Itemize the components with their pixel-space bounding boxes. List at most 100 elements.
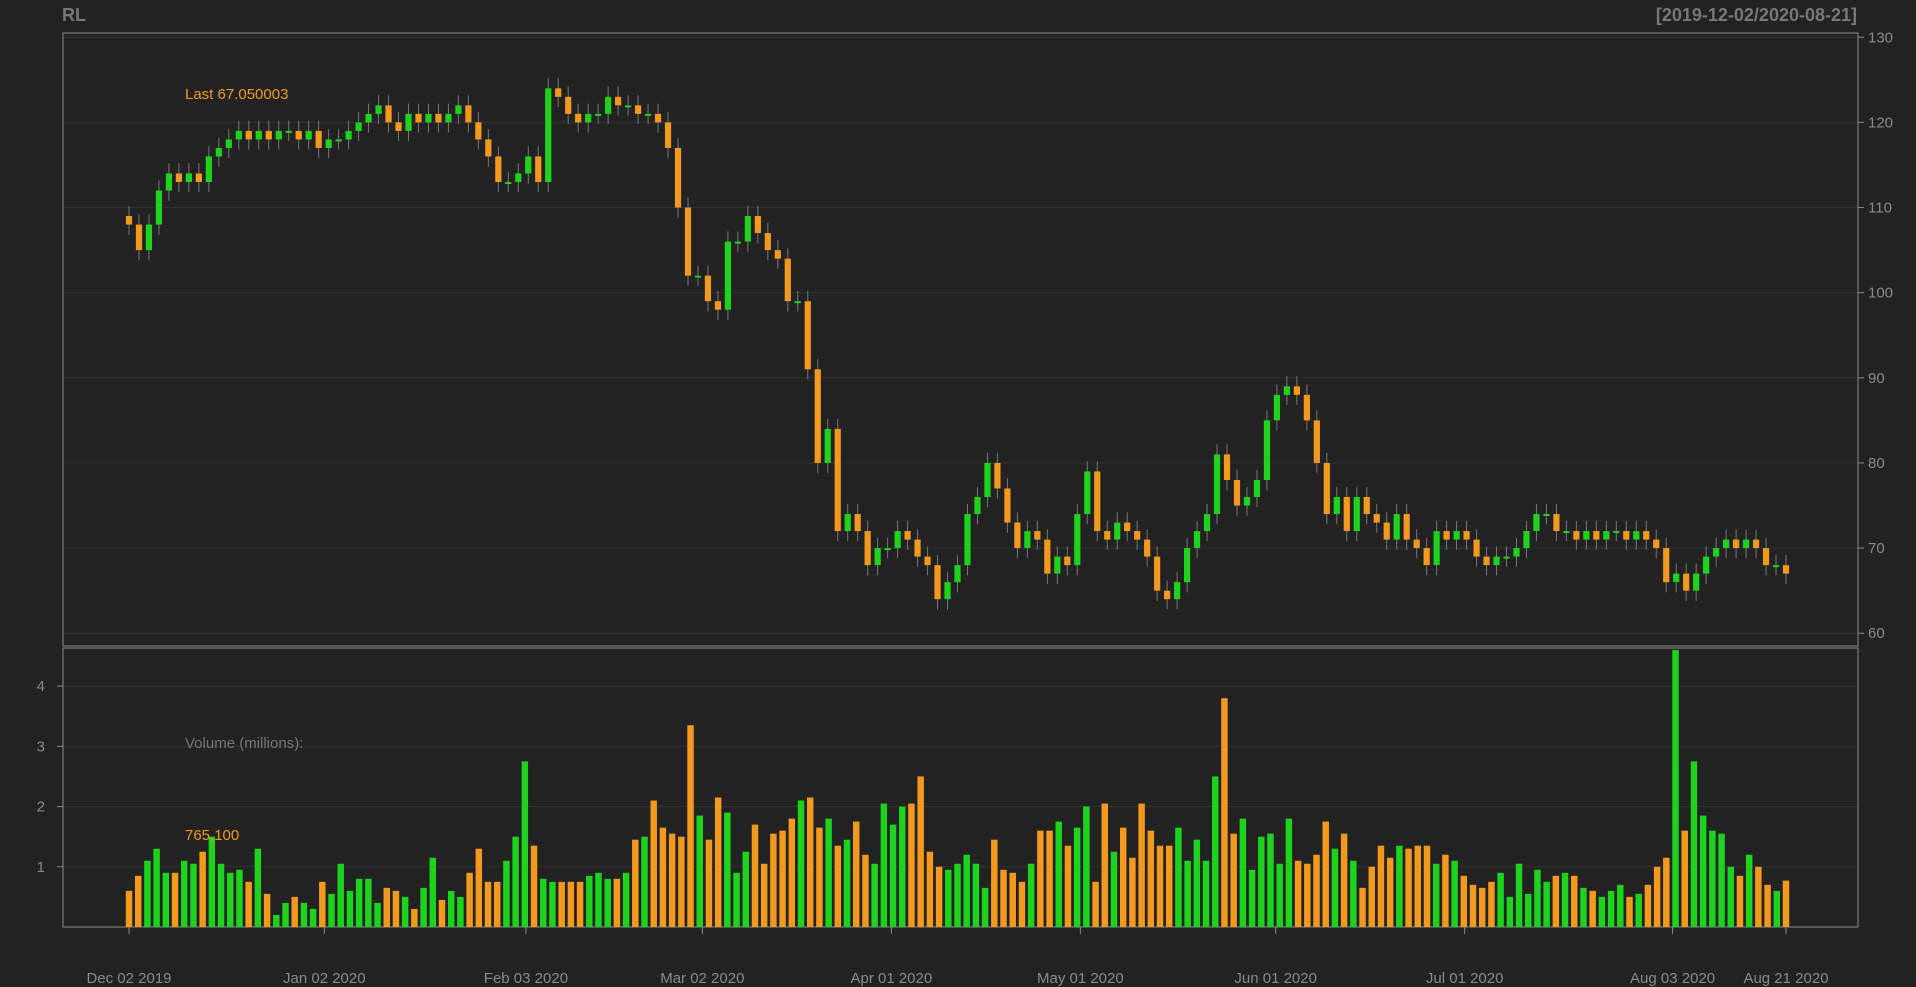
candle-body [1423, 548, 1430, 566]
candle-body [1233, 479, 1241, 506]
volume-bar [1202, 860, 1210, 927]
candle-body [1213, 454, 1221, 515]
volume-bar [586, 875, 593, 927]
volume-bar [1442, 854, 1449, 927]
price-tick-label: 60 [1868, 625, 1885, 642]
candle-body [1742, 539, 1750, 549]
candle-body [1164, 590, 1171, 600]
volume-bar [650, 800, 657, 927]
candle-body [1443, 531, 1450, 540]
volume-bar [1083, 806, 1090, 927]
candle-body [1024, 531, 1031, 549]
candle-body [475, 122, 482, 140]
volume-bar [1460, 875, 1468, 927]
candle-body [1503, 556, 1510, 559]
volume-bar [503, 860, 510, 927]
candle-body [1752, 539, 1760, 549]
volume-bar [917, 776, 924, 927]
candle-body [1703, 556, 1710, 574]
volume-bar [208, 836, 216, 927]
candle-body [944, 582, 951, 600]
price-tick-label: 100 [1868, 285, 1893, 302]
candle-body [824, 428, 831, 463]
volume-bar [134, 875, 142, 927]
volume-bar [1414, 845, 1421, 927]
volume-bar [1340, 833, 1348, 927]
volume-bar [1451, 860, 1458, 927]
candle-body [1144, 539, 1151, 557]
candle-body [1732, 539, 1740, 549]
candle-body [1713, 548, 1720, 557]
candle-body [225, 139, 232, 148]
volume-bar [411, 908, 418, 927]
candle-body [1673, 573, 1680, 583]
volume-bar [641, 836, 648, 927]
volume-bar [401, 896, 409, 927]
volume-bar [484, 881, 492, 927]
candle-body [1663, 548, 1670, 583]
candle-body [1174, 582, 1181, 600]
volume-bar [1396, 845, 1403, 927]
volume-bar [770, 833, 777, 927]
candle-body [1333, 497, 1340, 515]
volume-bar [1488, 881, 1495, 927]
candle-body [585, 113, 592, 123]
volume-bar [816, 827, 823, 927]
volume-bar [549, 881, 556, 927]
candle-body [644, 113, 652, 116]
volume-bar [1672, 649, 1679, 927]
candle-body [355, 122, 362, 131]
volume-bar [420, 887, 427, 927]
price-tick-label: 120 [1868, 114, 1893, 131]
volume-bar [1147, 830, 1155, 927]
volume-bar [1709, 830, 1716, 927]
candle-body [275, 130, 282, 140]
candle-body [1303, 394, 1310, 421]
volume-bar [1598, 896, 1606, 927]
candle-body [924, 556, 931, 566]
volume-bar [319, 881, 326, 927]
volume-bar [751, 824, 759, 927]
candle-body [1243, 497, 1251, 506]
volume-bar [1101, 803, 1109, 927]
candle-body [255, 130, 262, 140]
volume-bar [337, 863, 344, 927]
candle-body [365, 113, 372, 123]
volume-bar [1607, 890, 1615, 927]
candle-body [375, 105, 382, 114]
date-tick-label: Jun 01 2020 [1234, 970, 1317, 987]
volume-bar [889, 824, 897, 927]
date-tick-label: Jan 02 2020 [283, 970, 366, 987]
volume-bar [760, 863, 768, 927]
volume-bar [1009, 872, 1016, 927]
volume-bar [834, 845, 842, 927]
volume-bar [1175, 827, 1182, 927]
volume-bar [1156, 845, 1164, 927]
candle-body [1054, 556, 1061, 574]
volume-bar [181, 860, 188, 927]
candle-body [1363, 497, 1370, 515]
volume-bar [1119, 827, 1127, 927]
candle-body [1084, 471, 1091, 515]
volume-bar [1736, 875, 1744, 927]
volume-bar [1064, 845, 1072, 927]
volume-bar [1221, 698, 1228, 927]
volume-bar [328, 893, 335, 927]
candle-body [1543, 514, 1550, 517]
candle-body [285, 130, 292, 133]
ticker-label: RL [62, 5, 86, 25]
candle-body [974, 497, 981, 515]
volume-bar [1018, 881, 1026, 927]
volume-bar [567, 881, 575, 927]
price-tick-label: 110 [1868, 200, 1892, 217]
candle-body [495, 156, 502, 182]
candle-body [245, 130, 252, 140]
candle-body [1134, 531, 1141, 540]
candle-body [754, 216, 761, 234]
candle-body [694, 275, 702, 278]
volume-bar [383, 887, 390, 927]
volume-bar [862, 854, 869, 927]
candle-body [1523, 531, 1530, 549]
candle-body [1633, 531, 1640, 540]
candle-body [445, 113, 452, 123]
